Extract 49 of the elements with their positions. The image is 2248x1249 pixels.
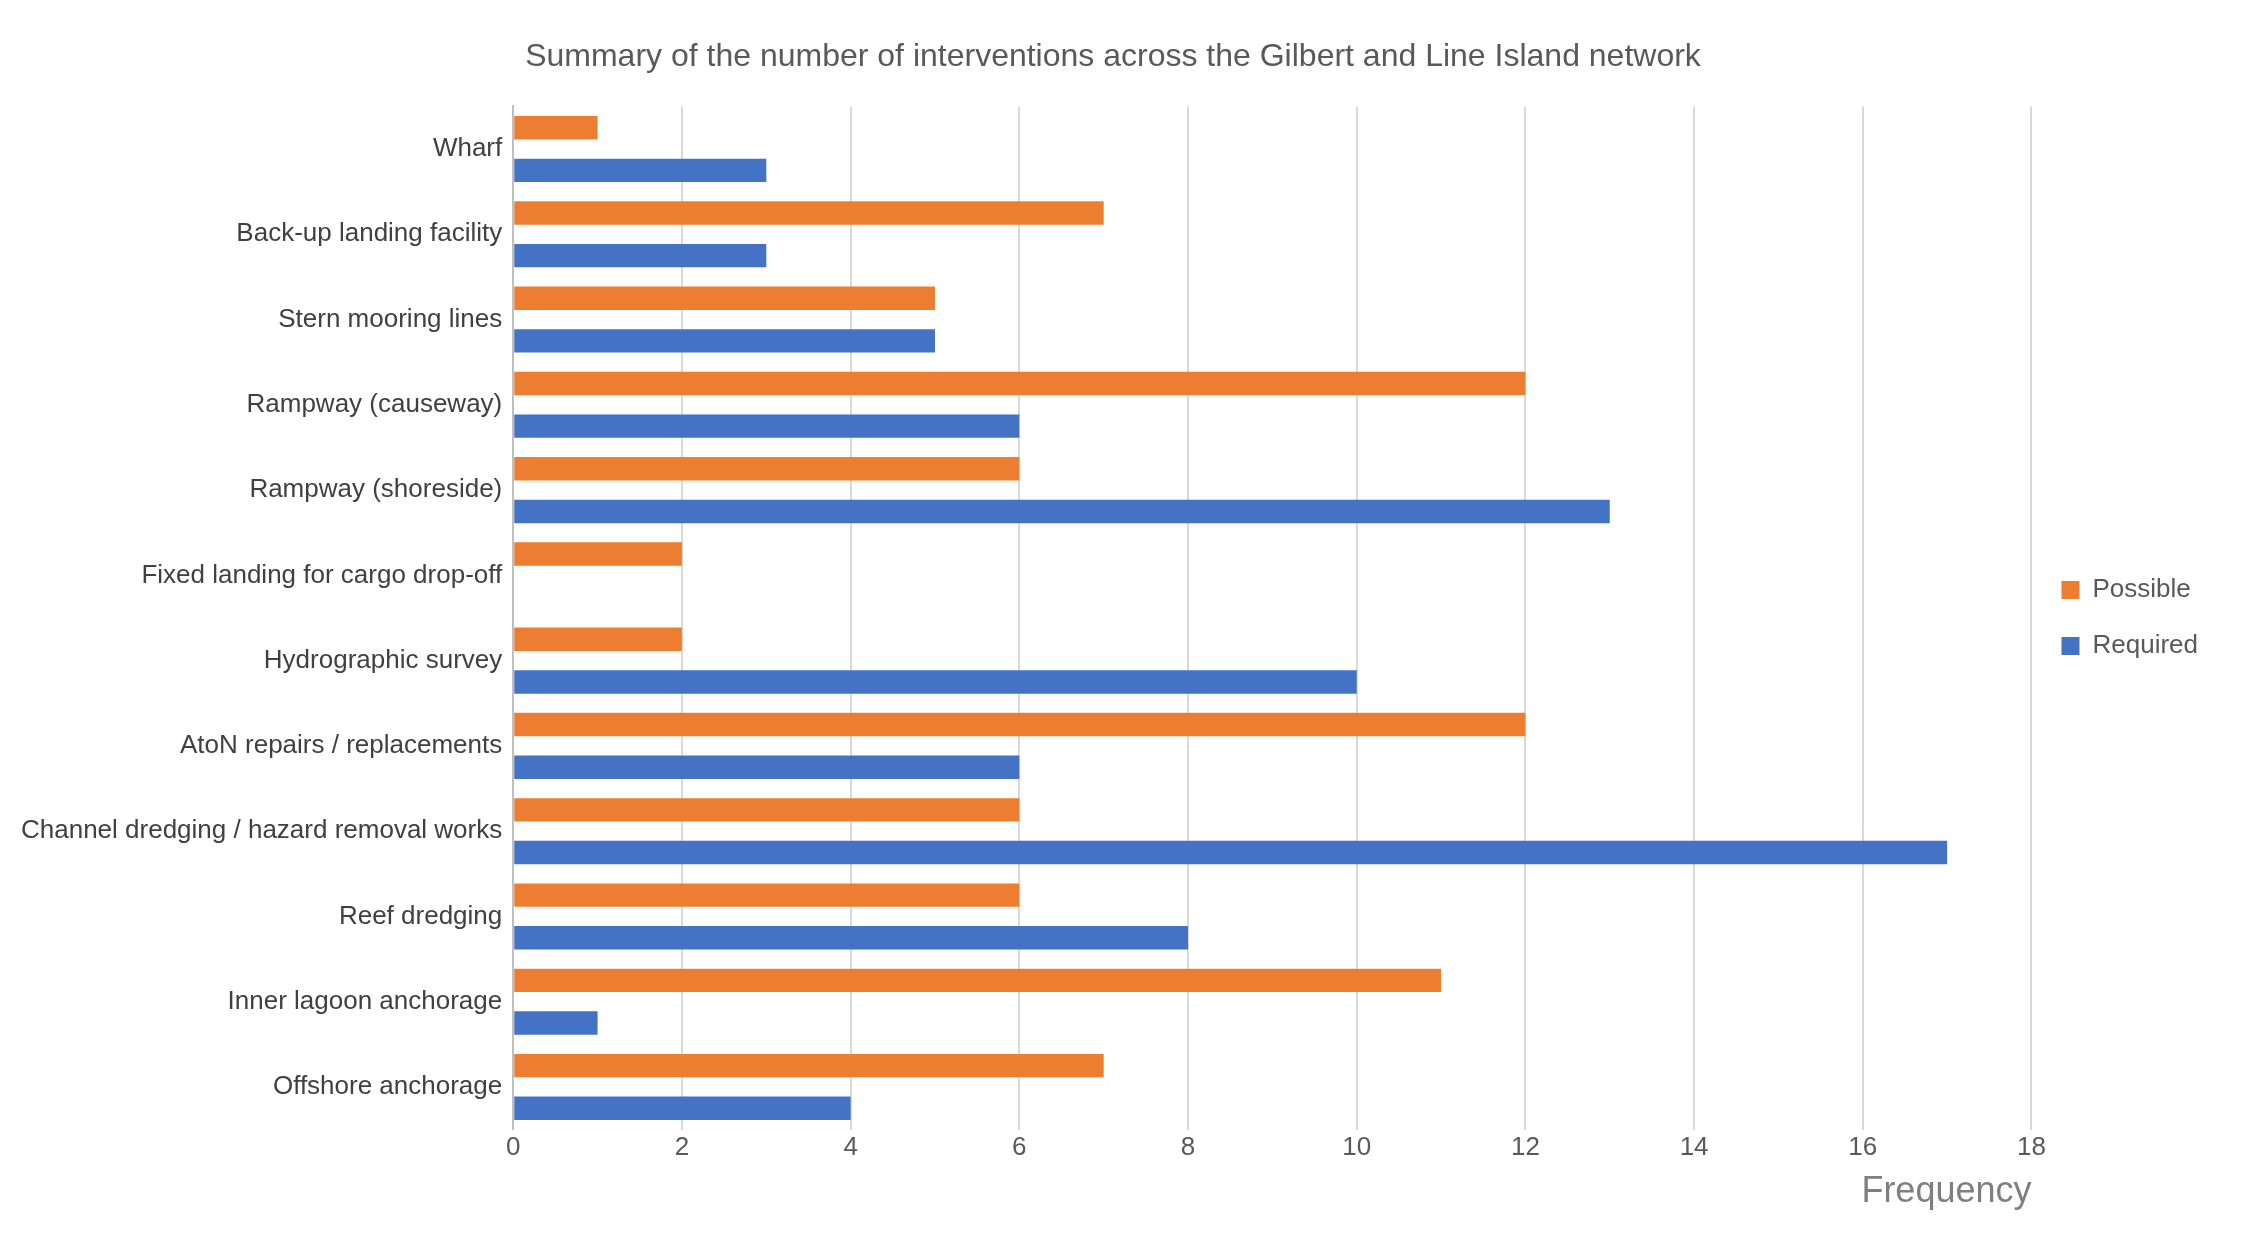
chart-title: Summary of the number of interventions across the Gilbert and Line Island network [525, 37, 1702, 74]
bar [514, 414, 1020, 438]
y-tick-label: Hydrographic survey [263, 643, 503, 674]
legend-label: Possible [2092, 573, 2191, 604]
bar [514, 670, 1357, 694]
bar [514, 755, 1020, 779]
bar [514, 542, 682, 566]
y-tick-label: Back-up landing facility [236, 217, 503, 248]
x-tick-label: 4 [843, 1131, 858, 1162]
y-tick-label: Rampway (causeway) [246, 388, 503, 419]
x-tick-label: 6 [1012, 1131, 1027, 1162]
x-tick-label: 2 [674, 1131, 690, 1162]
x-tick-label: 16 [1848, 1131, 1878, 1162]
y-tick-label: Offshore anchorage [272, 1070, 503, 1101]
bar [514, 499, 1610, 524]
bar [514, 201, 1104, 225]
y-tick-label: Inner lagoon anchorage [227, 984, 503, 1015]
y-tick-label: AtoN repairs / replacements [180, 729, 503, 760]
bar [514, 926, 1189, 950]
bar [514, 115, 598, 140]
bar [514, 627, 682, 652]
legend-label: Required [2092, 629, 2198, 660]
bar [514, 712, 1526, 737]
x-tick-label: 10 [1342, 1131, 1372, 1162]
x-tick-label: 8 [1180, 1131, 1196, 1162]
x-tick-label: 0 [506, 1131, 521, 1162]
y-tick-label: Stern mooring lines [278, 302, 503, 333]
bar [514, 158, 767, 183]
bar [514, 371, 1526, 396]
bar [514, 798, 1020, 822]
bar [514, 1096, 851, 1121]
bar [514, 840, 1948, 865]
y-tick-label: Rampway (shoreside) [249, 473, 503, 504]
bar [514, 883, 1020, 907]
y-tick-label: Wharf [432, 132, 504, 163]
x-tick-label: 14 [1679, 1131, 1709, 1162]
bar [514, 1053, 1104, 1078]
bar [514, 243, 767, 268]
x-tick-label: 12 [1510, 1131, 1540, 1162]
bar [514, 1011, 598, 1035]
x-tick-label: 18 [2017, 1131, 2046, 1162]
bar [514, 457, 1020, 481]
y-tick-label: Channel dredging / hazard removal works [20, 814, 503, 845]
y-tick-label: Fixed landing for cargo drop-off [141, 558, 504, 589]
bar [514, 968, 1442, 993]
bar [514, 329, 935, 353]
y-tick-label: Reef dredging [338, 899, 503, 930]
bar [514, 286, 935, 310]
x-axis-title: Frequency [1861, 1169, 2032, 1211]
